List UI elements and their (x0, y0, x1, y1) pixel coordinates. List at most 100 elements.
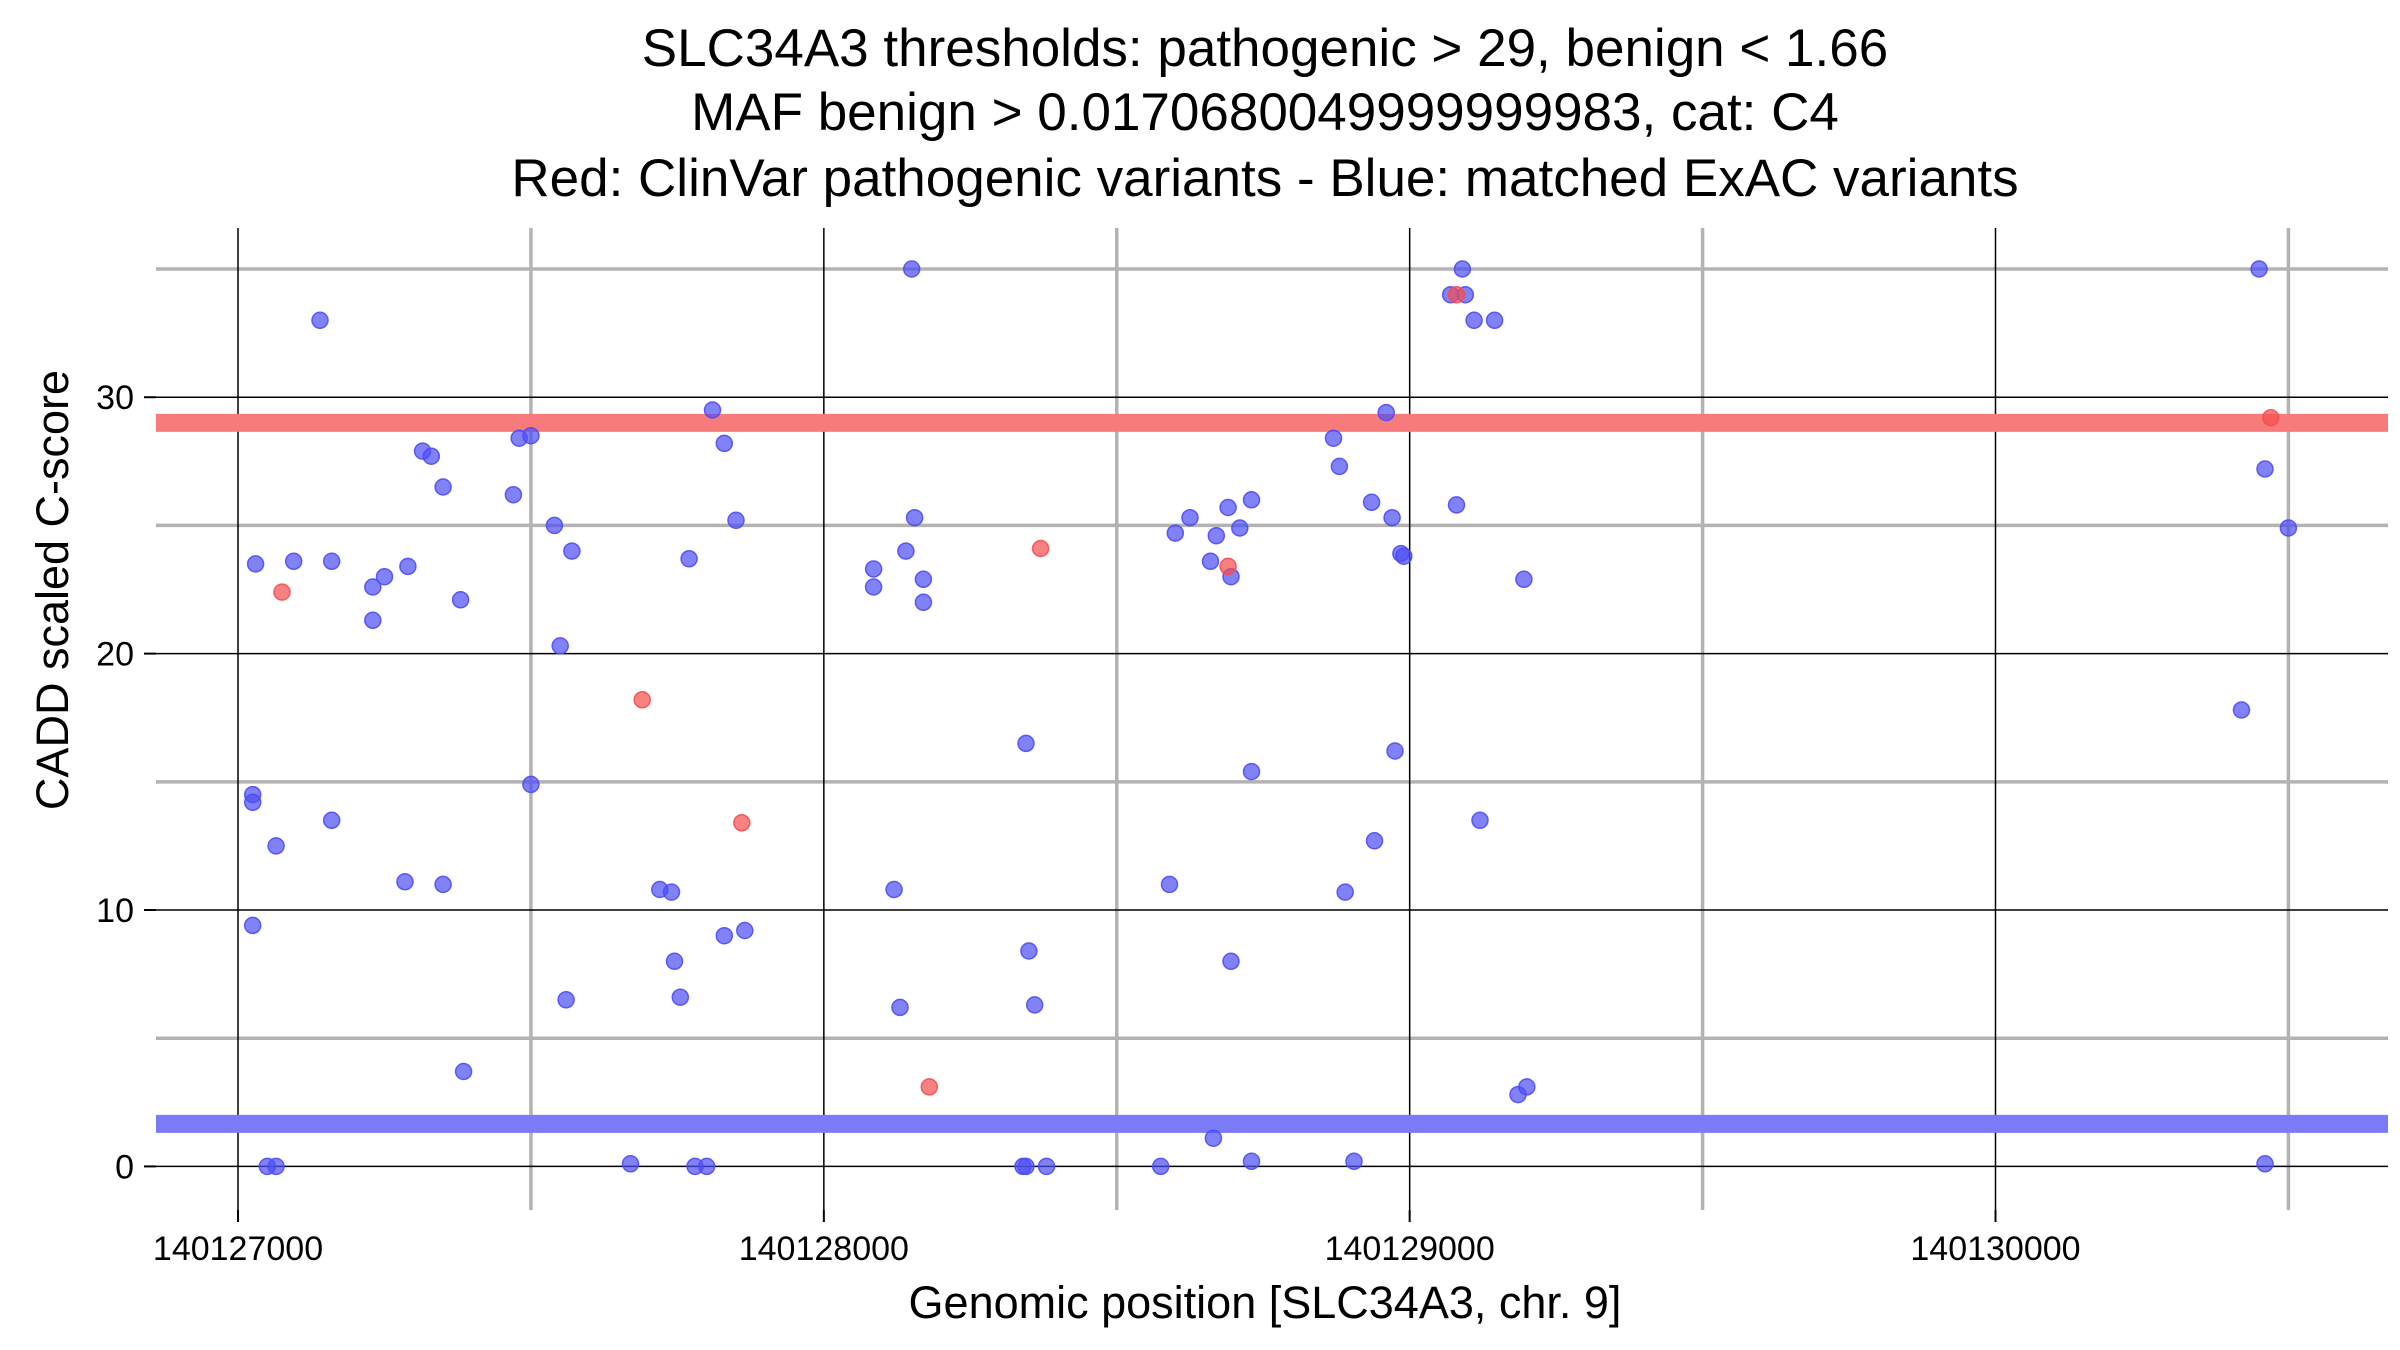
exac-variant-point (1447, 496, 1466, 514)
y-tick-label: 30 (96, 379, 134, 417)
y-tick-label: 20 (96, 636, 134, 674)
clinvar-pathogenic-point (1031, 539, 1050, 558)
exac-variant-point (2250, 260, 2268, 278)
chart-title-line-2: MAF benign > 0.0170680049999999983, cat:… (691, 83, 1839, 142)
exac-variant-point (1160, 875, 1179, 894)
exac-variant-point (1465, 311, 1483, 330)
exac-variant-point (665, 952, 684, 971)
exac-variant-point (1020, 942, 1038, 960)
exac-variant-point (1151, 1157, 1170, 1176)
clinvar-pathogenic-point (733, 814, 751, 832)
exac-variant-point (905, 508, 924, 527)
exac-variant-point (1242, 762, 1261, 781)
exac-variant-point (1219, 498, 1237, 517)
exac-variant-point (1362, 493, 1381, 512)
exac-variant-point (267, 1157, 285, 1176)
exac-variant-point (1166, 524, 1185, 542)
exac-variant-point (1336, 883, 1354, 901)
chart-title-line-3: Red: ClinVar pathogenic variants - Blue:… (511, 149, 2018, 208)
exac-variant-point (1383, 508, 1401, 527)
exac-variant-point (1242, 491, 1261, 509)
x-axis-label: Genomic position [SLC34A3, chr. 9] (909, 1277, 1622, 1328)
exac-variant-point (1231, 519, 1249, 537)
exac-variant-point (671, 988, 690, 1006)
exac-variant-point (891, 998, 909, 1017)
exac-variant-point (2256, 460, 2274, 478)
exac-variant-point (551, 637, 569, 655)
exac-variant-point (1515, 570, 1533, 589)
exac-variant-point (1518, 1078, 1536, 1096)
exac-variant-point (2232, 701, 2251, 719)
exac-variant-point (662, 883, 681, 901)
exac-variant-point (364, 611, 382, 630)
y-tick-label: 10 (96, 892, 134, 930)
x-tick-label: 140128000 (739, 1230, 909, 1268)
exac-variant-point (1453, 260, 1472, 278)
major-grid (156, 228, 2388, 1210)
exac-variant-point (1324, 429, 1343, 447)
exac-variant-point (557, 991, 575, 1009)
chart-title-line-1: SLC34A3 thresholds: pathogenic > 29, ben… (642, 19, 1888, 78)
exac-variant-point (522, 775, 540, 794)
y-axis-label: CADD scaled C-score (27, 370, 78, 810)
exac-variant-point (1330, 457, 1349, 476)
exac-variant-point (1242, 1152, 1261, 1171)
exac-variant-point (545, 516, 564, 535)
data-points (243, 260, 2298, 1176)
threshold-lines (156, 413, 2388, 1133)
x-tick-label: 140129000 (1325, 1230, 1495, 1268)
exac-variant-point (1025, 996, 1044, 1014)
exac-variant-point (422, 447, 441, 465)
exac-variant-point (885, 880, 903, 899)
exac-variant-point (1471, 811, 1489, 830)
exac-variant-point (897, 542, 915, 560)
exac-variant-point (1365, 832, 1384, 850)
clinvar-pathogenic-point (1219, 557, 1237, 576)
exac-variant-point (246, 555, 265, 573)
exac-variant-point (1386, 742, 1404, 760)
clinvar-pathogenic-point (2262, 408, 2280, 427)
exac-variant-point (284, 552, 303, 571)
clinvar-pathogenic-point (1447, 285, 1466, 304)
exac-variant-point (399, 557, 417, 576)
exac-variant-point (1037, 1157, 1056, 1176)
exac-variant-point (902, 260, 921, 278)
exac-variant-point (715, 926, 734, 945)
exac-variant-point (2256, 1155, 2274, 1173)
exac-variant-point (1345, 1152, 1363, 1171)
exac-variant-point (1377, 403, 1395, 422)
exac-variant-point (914, 593, 933, 612)
exac-variant-point (364, 578, 382, 596)
exac-variant-point (727, 511, 745, 530)
exac-variant-point (563, 542, 581, 560)
exac-variant-point (1222, 952, 1240, 971)
exac-variant-point (375, 567, 394, 586)
clinvar-pathogenic-point (273, 583, 291, 601)
exac-variant-point (914, 570, 933, 589)
x-axis-ticks: 140127000 140128000 140129000 140130000 (153, 1210, 2081, 1268)
exac-variant-point (697, 1157, 716, 1176)
exac-variant-point (2279, 519, 2298, 537)
exac-variant-point (434, 478, 452, 496)
exac-variant-point (454, 1062, 473, 1081)
exac-variant-point (1207, 526, 1226, 545)
exac-variant-point (1204, 1129, 1223, 1147)
exac-variant-point (451, 591, 470, 609)
x-tick-label: 140130000 (1910, 1230, 2080, 1268)
exac-variant-point (1395, 547, 1413, 565)
exac-variant-point (243, 916, 262, 935)
chart-title: SLC34A3 thresholds: pathogenic > 29, ben… (511, 19, 2018, 208)
exac-variant-point (736, 921, 754, 940)
clinvar-pathogenic-point (633, 691, 651, 709)
exac-variant-point (621, 1155, 640, 1173)
exac-variant-point (322, 552, 341, 571)
exac-variant-point (715, 434, 734, 453)
clinvar-pathogenic-point (920, 1078, 939, 1096)
exac-variant-point (522, 426, 540, 445)
exac-variant-point (311, 311, 329, 330)
exac-variant-point (504, 485, 523, 504)
x-tick-label: 140127000 (153, 1230, 323, 1268)
exac-variant-point (1017, 1157, 1035, 1176)
